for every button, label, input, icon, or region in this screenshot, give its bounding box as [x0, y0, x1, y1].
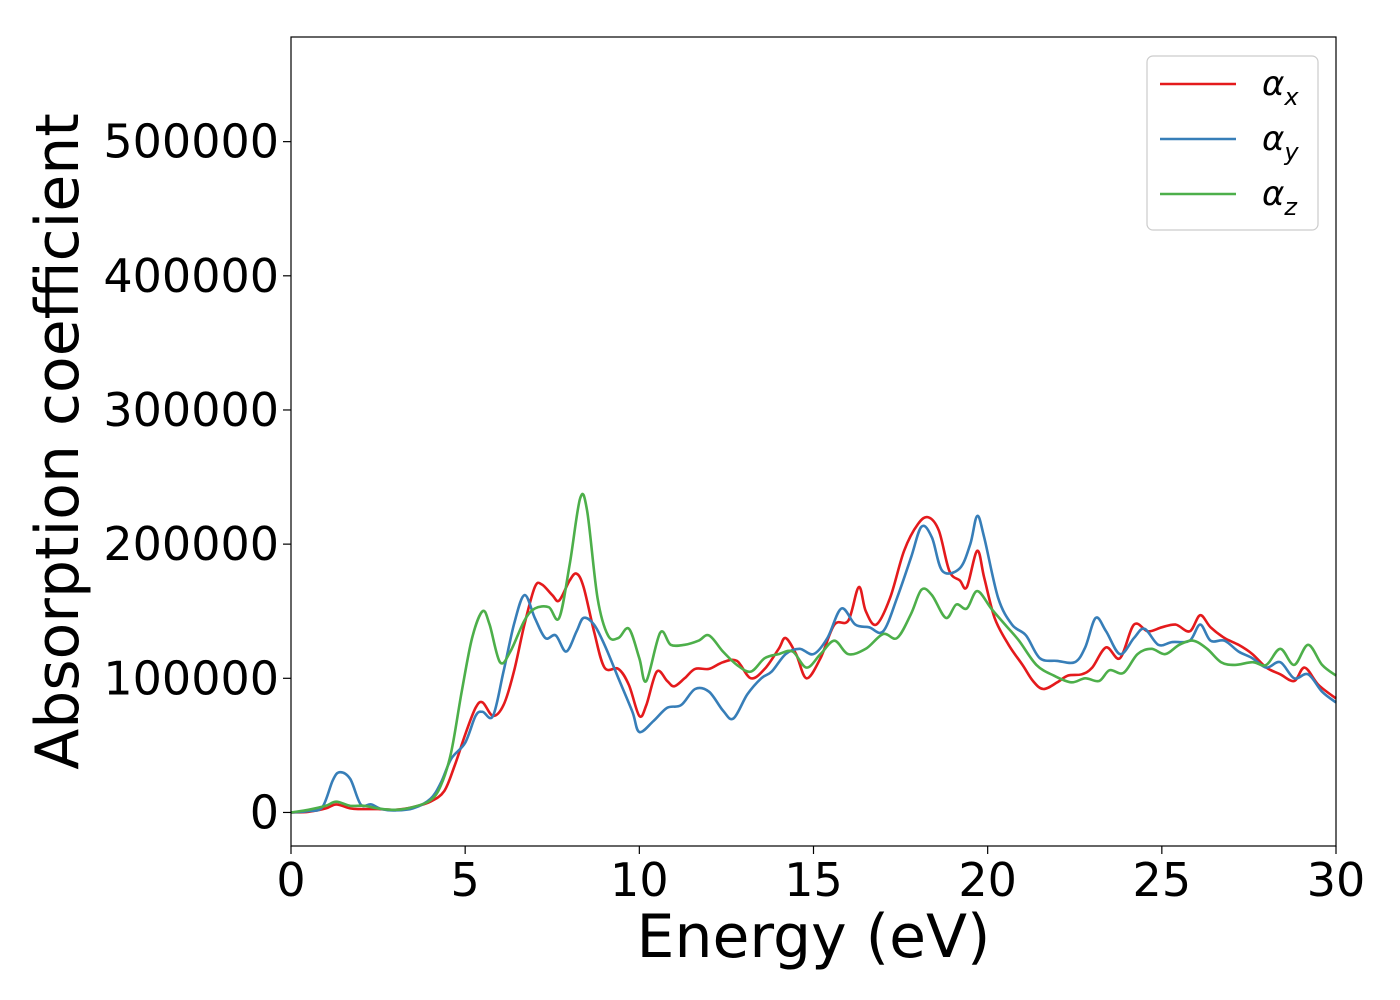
legend-label-y: αy	[1262, 119, 1299, 166]
legend-label-subscript: x	[1283, 83, 1299, 111]
y-axis-ticks: 0 100000 200000 300000 400000 500000	[103, 115, 291, 839]
series-line-y	[290, 514, 1337, 814]
y-tick-label: 0	[250, 785, 279, 839]
legend-label-x: αx	[1262, 64, 1299, 111]
legend-label-subscript: z	[1283, 193, 1298, 221]
y-tick-label: 200000	[103, 517, 279, 571]
legend-label-z: αz	[1262, 174, 1298, 221]
x-tick-label: 0	[276, 853, 305, 907]
legend-label-base: α	[1262, 174, 1284, 214]
legend-label-base: α	[1262, 119, 1284, 159]
y-tick-label: 300000	[103, 383, 279, 437]
legend-box	[1146, 55, 1319, 231]
x-tick-label: 25	[1133, 853, 1192, 907]
legend-label-subscript: y	[1283, 138, 1299, 166]
legend-label-base: α	[1262, 64, 1284, 104]
y-axis-title: Absorption coefficient	[23, 113, 93, 770]
series-line-z	[290, 492, 1337, 814]
x-tick-label: 30	[1307, 853, 1366, 907]
series-layer	[290, 492, 1337, 814]
x-tick-label: 15	[784, 853, 843, 907]
x-axis-title: Energy (eV)	[637, 902, 991, 972]
x-tick-label: 10	[610, 853, 669, 907]
x-tick-label: 20	[958, 853, 1017, 907]
x-tick-label: 5	[451, 853, 480, 907]
y-tick-label: 500000	[103, 115, 279, 169]
y-tick-label: 400000	[103, 249, 279, 303]
x-axis-ticks: 0 5 10 15 20 25 30	[276, 846, 1365, 907]
plot-area-frame	[290, 36, 1337, 847]
y-tick-label: 100000	[103, 651, 279, 705]
